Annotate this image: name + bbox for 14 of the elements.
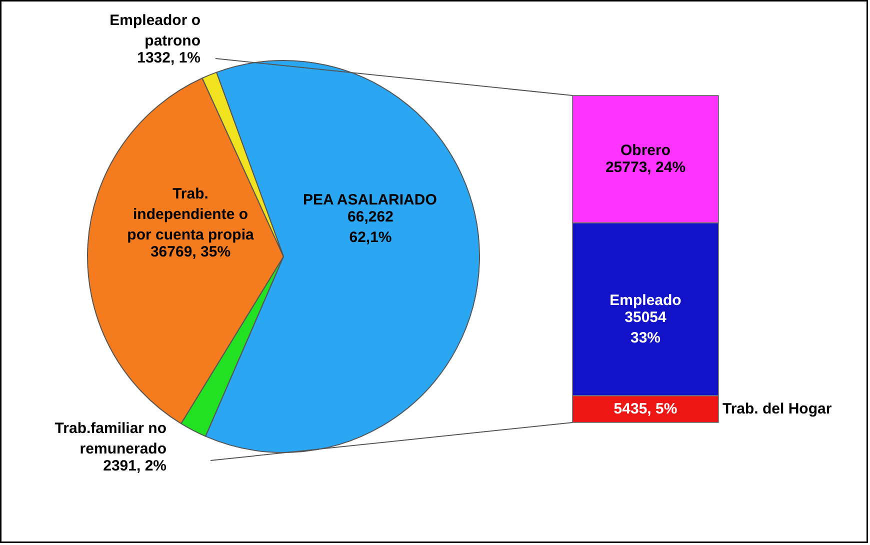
series-label: Empleado — [610, 292, 682, 310]
slice-label: Trab.familiar no remunerado — [54, 420, 167, 458]
data-label: 35054 33% — [624, 309, 668, 347]
data-label: 66,262 62,1% — [348, 208, 394, 246]
series-label: Obrero — [620, 142, 671, 160]
series-label: Trab. del Hogar — [722, 400, 832, 418]
slice-label: Trab. independiente o por cuenta propia — [127, 186, 254, 244]
data-label: 36769, 35% — [150, 244, 231, 260]
slice-label: PEA ASALARIADO — [302, 192, 438, 208]
data-label: 5435, 5% — [614, 400, 678, 418]
data-label: 25773, 24% — [605, 159, 686, 176]
data-label: 1332, 1% — [137, 50, 201, 66]
data-label: 2391, 2% — [103, 458, 167, 474]
slice-label: Empleador o patrono — [110, 12, 201, 50]
